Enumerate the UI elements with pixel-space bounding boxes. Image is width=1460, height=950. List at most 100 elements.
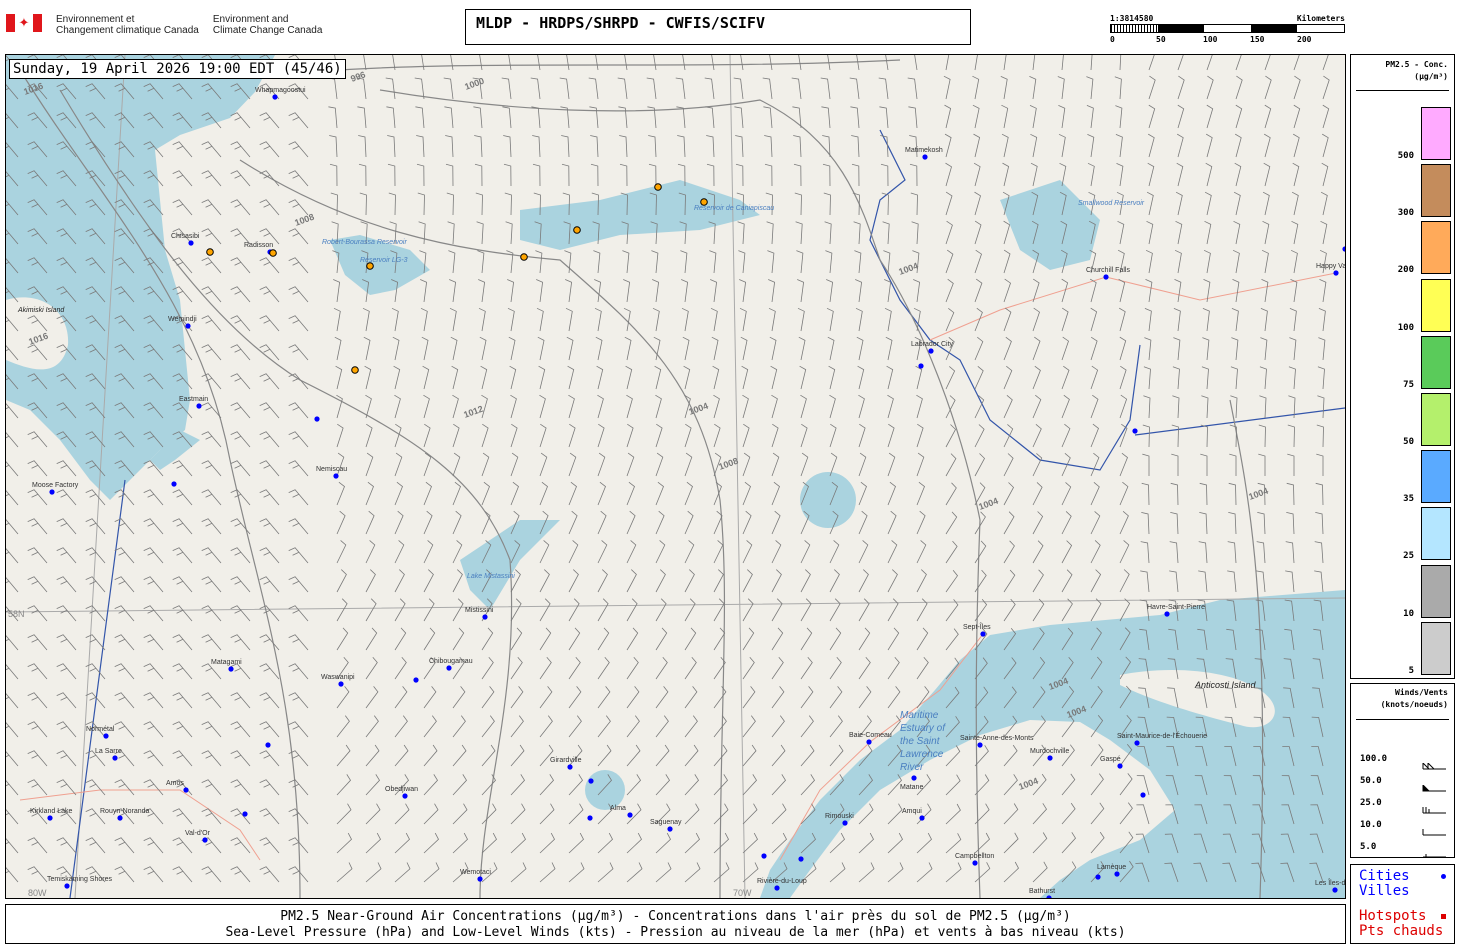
wind-barb	[56, 344, 77, 361]
wind-barb	[713, 598, 725, 622]
wind-barb	[1198, 541, 1208, 564]
wind-barb	[1032, 278, 1040, 303]
city-marker	[761, 853, 767, 859]
wind-barb	[595, 336, 603, 361]
wind-barb	[443, 77, 454, 100]
wind-barb	[1061, 656, 1074, 680]
wind-barb	[713, 394, 720, 419]
wind-barb	[713, 569, 724, 593]
wind-barb	[1060, 249, 1068, 274]
wind-barb	[1317, 366, 1325, 390]
wind-barb	[1086, 76, 1094, 100]
wind-barb	[916, 862, 933, 883]
wind-barb	[708, 221, 716, 245]
isobar-label: 1004	[897, 261, 919, 277]
city-marker	[588, 778, 594, 784]
wind-barb	[417, 192, 425, 216]
wind-barb	[473, 106, 483, 129]
wind-barb	[1263, 133, 1271, 158]
wind-barb	[618, 106, 628, 129]
wind-barb	[481, 774, 497, 796]
wind-barb	[828, 365, 836, 390]
wind-barb	[682, 336, 690, 361]
wind-barb	[858, 394, 865, 419]
wind-barb	[1165, 804, 1179, 825]
wind-barb	[1003, 686, 1017, 709]
wind-barb	[568, 394, 575, 419]
wind-barb	[822, 163, 831, 187]
hotspot-marker	[654, 183, 662, 191]
wind-barb	[1090, 423, 1099, 448]
wind-barb	[1200, 424, 1208, 448]
wind-barb	[655, 774, 671, 796]
water-body	[330, 235, 430, 295]
wind-barb	[626, 394, 633, 419]
wind-barb	[742, 715, 756, 738]
wind-barb	[27, 721, 48, 738]
wind-barb	[365, 656, 378, 680]
wind-barb	[56, 141, 77, 158]
wind-barb	[1090, 627, 1102, 651]
wind-barb	[447, 221, 455, 245]
wind-barb	[333, 279, 341, 303]
wind-barb	[539, 686, 553, 709]
pm25-legend-unit: (µg/m³)	[1414, 72, 1448, 81]
city-label: Les Îles-de-la-Madeleine	[1315, 878, 1346, 887]
wind-barb	[415, 106, 425, 129]
island-label: Akimiski Island	[17, 307, 65, 314]
wind-barb	[56, 83, 77, 100]
wind-barb	[423, 744, 438, 767]
wind-barb	[620, 192, 628, 216]
wind-barb	[768, 307, 776, 332]
wind-barb	[56, 692, 77, 709]
wind-barb	[913, 307, 921, 332]
city-marker	[117, 815, 123, 821]
city-label: Sept-Îles	[963, 622, 991, 631]
wind-barb	[365, 540, 376, 564]
wind-barb	[1090, 685, 1103, 709]
wind-barb	[1287, 424, 1295, 448]
wind-barb	[230, 170, 251, 187]
wind-barb	[858, 627, 871, 651]
wind-barb	[945, 482, 957, 506]
wind-barb	[1003, 365, 1013, 390]
wind-barb	[1032, 773, 1047, 796]
wind-barb	[288, 634, 309, 651]
wind-barb	[914, 336, 922, 361]
wind-barb	[1061, 511, 1072, 535]
wind-barb	[887, 569, 898, 593]
wind-barb	[1090, 598, 1102, 622]
city-label: Churchill Falls	[1086, 267, 1130, 274]
wind-barb	[626, 686, 640, 709]
wind-barb	[821, 106, 831, 129]
wind-barb	[1146, 220, 1154, 245]
wind-barb	[974, 482, 986, 506]
wind-barb	[288, 141, 309, 158]
wind-barb	[621, 221, 629, 245]
wind-barb	[626, 598, 638, 622]
wind-barb	[684, 598, 696, 622]
wind-barb	[479, 336, 487, 361]
wind-barb	[201, 402, 222, 419]
wind-barb	[1061, 365, 1070, 390]
wind-barb	[597, 423, 605, 448]
wind-barb	[1119, 831, 1134, 854]
wind-barb	[539, 540, 550, 564]
wind-barb	[1166, 716, 1179, 738]
map-canvas[interactable]: 1016 1016 1012 1008 1008 1004 1004 1004 1004 1004…	[5, 54, 1346, 899]
wind-barb	[259, 315, 280, 332]
wind-barb	[1293, 75, 1301, 100]
wind-barb	[1252, 804, 1266, 825]
wind-barb	[881, 192, 889, 216]
wind-barb	[423, 862, 440, 883]
wind-barb	[1229, 424, 1237, 448]
wind-barb	[85, 634, 106, 651]
wind-barb	[336, 452, 345, 477]
wind-barb	[365, 832, 381, 854]
wind-barb	[945, 862, 962, 883]
wind-barb	[392, 336, 400, 361]
city-marker	[774, 885, 780, 891]
wind-barb	[916, 510, 926, 535]
wind-barb	[597, 715, 611, 738]
wind-barb	[114, 547, 135, 564]
